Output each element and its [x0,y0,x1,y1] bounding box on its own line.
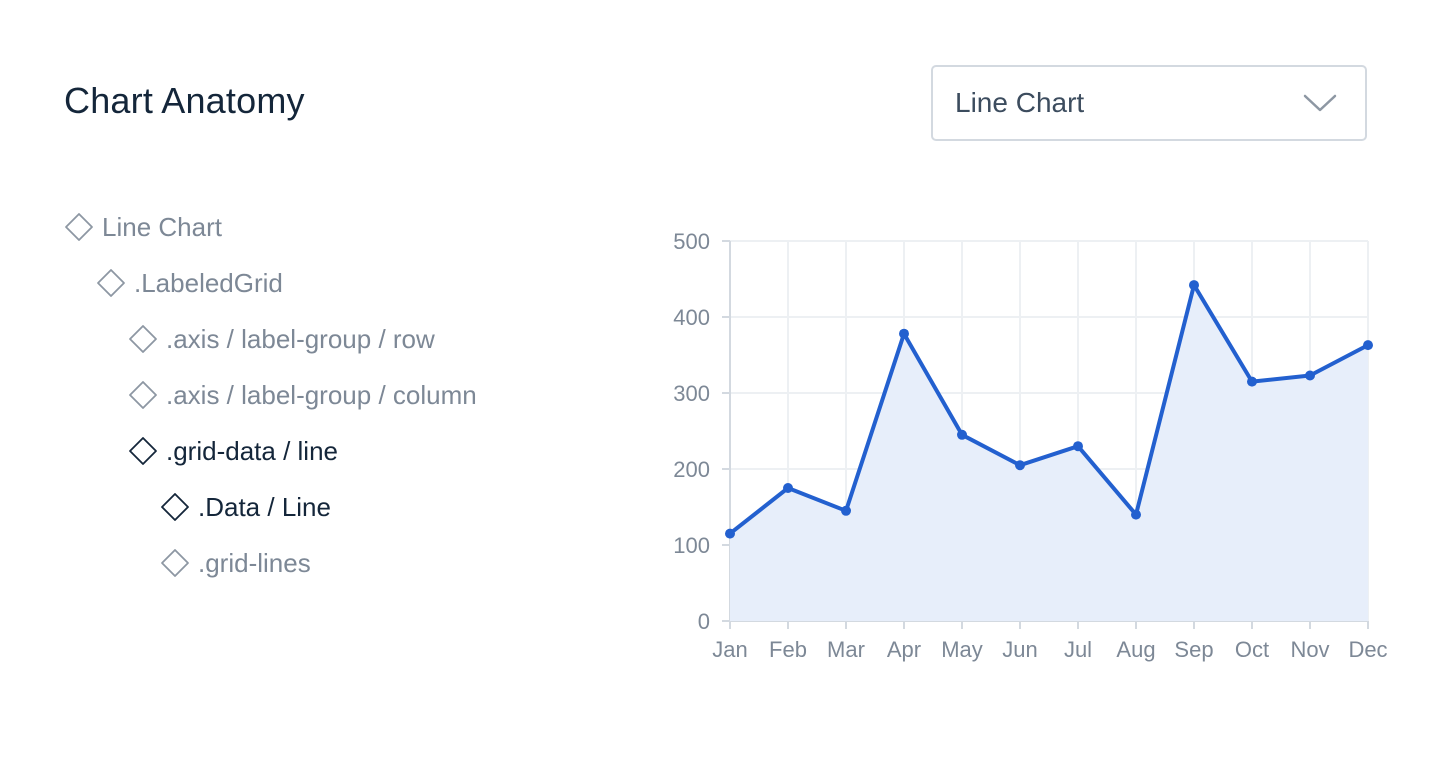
data-point [1015,460,1025,471]
tree-item[interactable]: .grid-data / line [128,431,338,471]
tree-item-label: .grid-data / line [166,435,338,466]
diamond-icon [128,324,158,354]
data-point [957,429,967,440]
tree-item-label: .axis / label-group / row [166,323,435,354]
data-point [1363,340,1373,351]
tree-item[interactable]: .grid-lines [160,543,311,583]
tree-item-label: .LabeledGrid [134,267,283,298]
x-tick-label: Dec [1348,637,1387,662]
tree-item-label: .axis / label-group / column [166,379,477,410]
diamond-icon [160,548,190,578]
data-point [841,505,851,516]
diamond-icon [128,380,158,410]
page-title: Chart Anatomy [64,80,305,121]
x-tick-label: Mar [827,637,865,662]
y-tick-label: 500 [673,229,710,254]
data-point [1131,509,1141,520]
data-point [783,483,793,493]
chart-type-dropdown-value: Line Chart [955,87,1085,118]
x-tick-label: Jun [1002,637,1037,662]
tree-item[interactable]: .Data / Line [160,487,331,527]
series-line [728,283,1370,536]
y-tick-label: 400 [673,305,710,330]
data-point [1247,376,1257,387]
tree-item[interactable]: .LabeledGrid [96,263,283,303]
tree-item-label: .Data / Line [198,491,331,522]
tree-item-label: Line Chart [102,211,222,242]
data-point [899,328,909,339]
chart-type-dropdown[interactable]: Line Chart [931,65,1367,141]
tree-item[interactable]: .axis / label-group / column [128,375,477,415]
diamond-icon [64,212,94,242]
x-tick-label: Jan [712,637,747,662]
y-tick-label: 200 [673,457,710,482]
chevron-down-icon [1303,93,1337,113]
x-tick-label: Nov [1290,637,1329,662]
x-tick-label: May [941,637,983,662]
tree-item-label: .grid-lines [198,547,311,578]
x-tick-label: Aug [1116,637,1155,662]
y-tick-label: 300 [673,381,710,406]
data-point [725,528,735,539]
data-point [1073,441,1083,452]
x-tick-label: Jul [1064,637,1092,662]
data-point [1305,370,1315,381]
diamond-icon [128,436,158,466]
diamond-icon [160,492,190,522]
x-tick-label: Sep [1174,637,1213,662]
x-tick-label: Feb [769,637,807,662]
diamond-icon [96,268,126,298]
series-area [730,285,1368,621]
tree-item[interactable]: .axis / label-group / row [128,319,435,359]
x-tick-label: Oct [1235,637,1269,662]
y-tick-label: 100 [673,533,710,558]
tree-item[interactable]: Line Chart [64,207,222,247]
data-point [1189,280,1199,291]
y-tick-label: 0 [698,609,710,634]
x-tick-label: Apr [887,637,921,662]
